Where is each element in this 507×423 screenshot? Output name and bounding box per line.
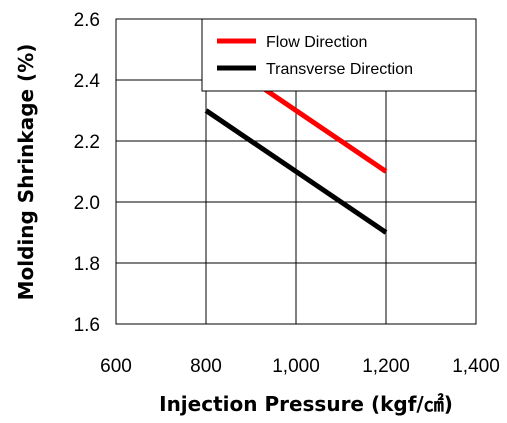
x-tick-label: 1,400: [452, 356, 500, 377]
y-tick-label: 2.0: [74, 193, 100, 214]
y-tick-label: 2.2: [74, 132, 100, 153]
x-axis-title: Injection Pressure (kgf/㎠): [159, 392, 453, 416]
y-axis-title: Molding Shrinkage (%): [14, 44, 38, 301]
legend-label-flow-direction: Flow Direction: [266, 34, 367, 51]
x-tick-label: 600: [100, 356, 132, 377]
legend-label-transverse-direction: Transverse Direction: [266, 61, 413, 78]
x-axis-ticks: 600 800 1,000 1,200 1,400: [100, 356, 500, 377]
x-tick-label: 1,000: [272, 356, 320, 377]
series-line-transverse-direction: [204, 108, 388, 235]
legend-box: [201, 18, 477, 92]
x-tick-label: 800: [190, 356, 222, 377]
y-axis-ticks: 1.6 1.8 2.0 2.2 2.4 2.6: [74, 10, 101, 336]
y-tick-label: 1.6: [74, 315, 100, 336]
legend: Flow Direction Transverse Direction: [201, 18, 477, 92]
x-tick-label: 1,200: [362, 356, 410, 377]
y-tick-label: 2.6: [74, 10, 100, 31]
y-tick-label: 1.8: [74, 254, 100, 275]
y-tick-label: 2.4: [74, 71, 101, 92]
